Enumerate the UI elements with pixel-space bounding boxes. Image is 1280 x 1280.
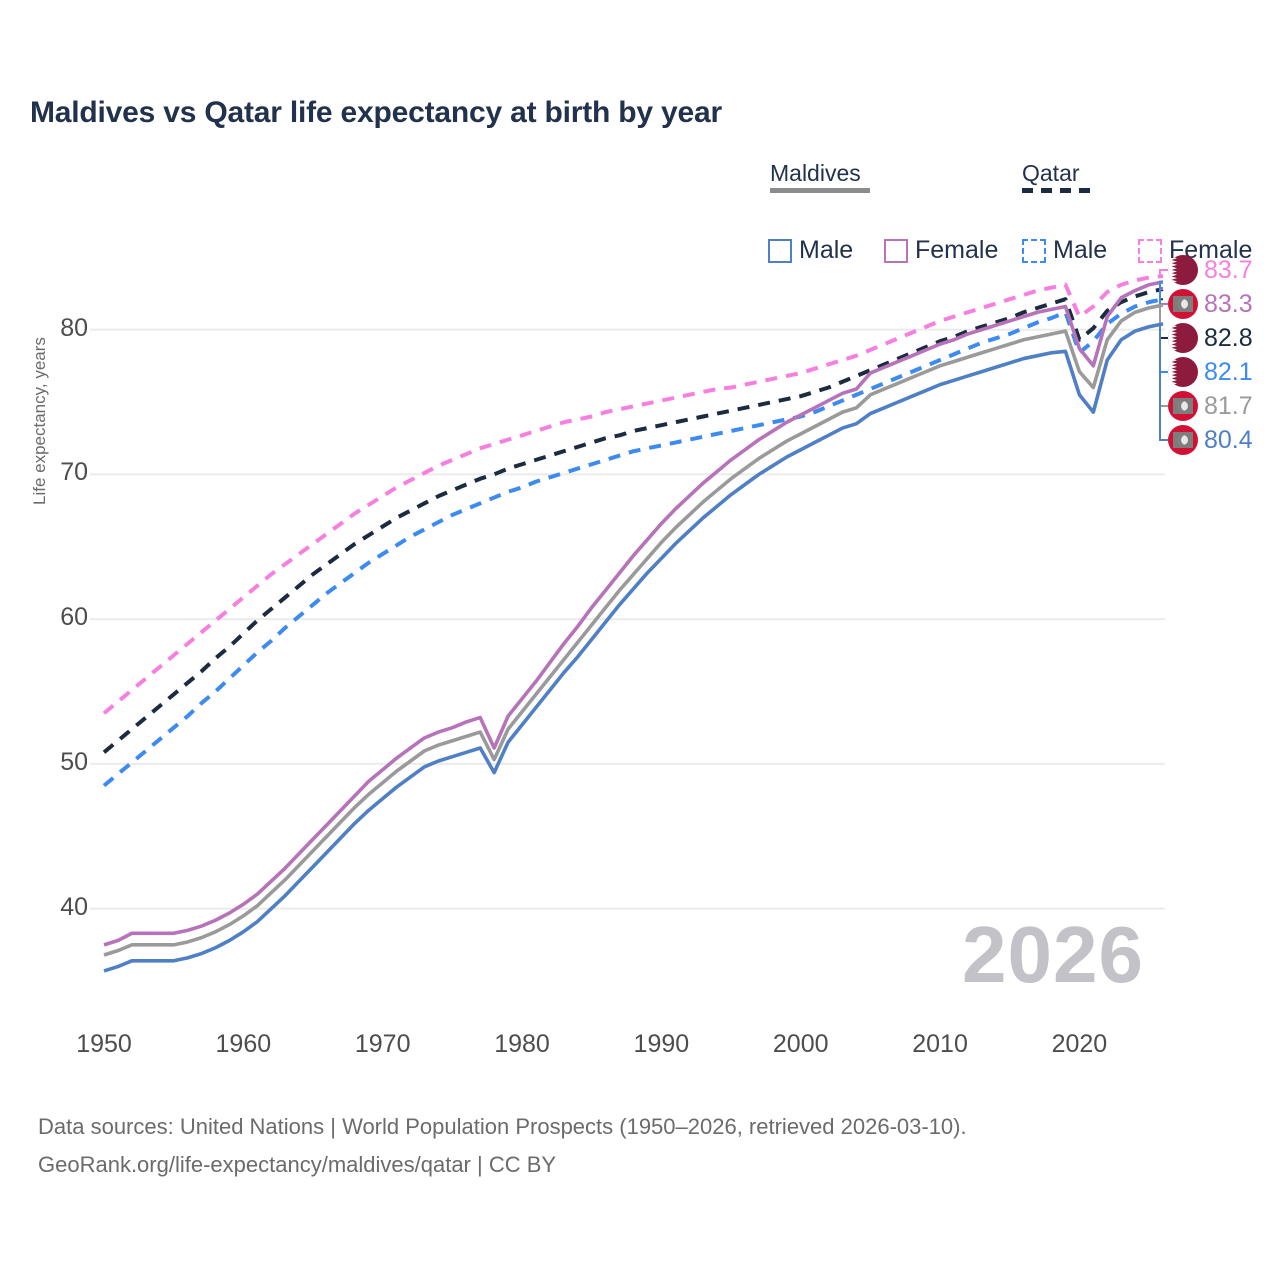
footer-line-2: GeoRank.org/life-expectancy/maldives/qat… xyxy=(38,1152,557,1177)
legend-dashed-rule xyxy=(1022,188,1092,193)
series-line xyxy=(102,274,1164,715)
y-axis-tick-label: 70 xyxy=(60,458,88,487)
series-line xyxy=(102,287,1164,754)
end-value-text: 82.1 xyxy=(1204,357,1253,386)
legend-item-maldives-male[interactable]: Male xyxy=(768,238,853,263)
end-value-row[interactable]: 83.7 xyxy=(1168,255,1253,285)
qatar-flag-icon xyxy=(1168,357,1198,387)
maldives-flag-icon xyxy=(1168,391,1198,421)
page-title: Maldives vs Qatar life expectancy at bir… xyxy=(30,96,722,129)
legend-item-maldives-female[interactable]: Female xyxy=(884,238,998,263)
legend-label-qatar-male: Male xyxy=(1053,236,1108,264)
end-value-row[interactable]: 81.7 xyxy=(1168,391,1253,421)
maldives-flag-icon xyxy=(1168,289,1198,319)
leader-line xyxy=(1159,280,1168,373)
year-watermark: 2026 xyxy=(962,910,1144,999)
end-value-row[interactable]: 82.1 xyxy=(1168,357,1253,387)
legend-items: Male Female Male Female xyxy=(0,194,1255,263)
x-axis-tick-label: 1990 xyxy=(633,1030,690,1058)
legend-label-maldives-female: Female xyxy=(915,236,999,264)
legend-group-maldives-label: Maldives xyxy=(770,160,861,186)
legend-swatch-qatar-male xyxy=(1022,238,1046,263)
legend-item-qatar-male[interactable]: Male xyxy=(1022,238,1107,263)
x-axis-tick-label: 1950 xyxy=(76,1030,132,1058)
legend-group-maldives: Maldives xyxy=(770,160,870,193)
legend: Maldives Qatar Male Female Male xyxy=(0,160,1255,263)
y-axis-tick-label: 50 xyxy=(60,747,88,776)
gridlines xyxy=(90,328,1165,910)
end-value-text: 80.4 xyxy=(1204,425,1253,454)
y-axis-tick-label: 40 xyxy=(60,892,88,921)
x-axis-tick-label: 2000 xyxy=(772,1030,829,1058)
end-value-row[interactable]: 82.8 xyxy=(1168,323,1253,353)
series-lines xyxy=(102,274,1164,973)
end-value-text: 83.3 xyxy=(1204,289,1253,318)
series-line xyxy=(102,297,1164,788)
end-value-text: 81.7 xyxy=(1204,391,1253,420)
legend-swatch-maldives-female xyxy=(884,238,908,263)
maldives-flag-icon xyxy=(1168,425,1198,455)
series-line xyxy=(103,280,1164,947)
y-axis-tick-label: 80 xyxy=(60,313,88,342)
legend-group-headings: Maldives Qatar xyxy=(0,160,1255,194)
leader-line xyxy=(1159,269,1168,278)
x-axis-tick-label: 2010 xyxy=(912,1030,968,1058)
qatar-flag-icon xyxy=(1168,255,1198,285)
leader-line xyxy=(1159,304,1168,407)
end-value-text: 82.8 xyxy=(1204,323,1253,352)
x-axis-tick-label: 1980 xyxy=(494,1030,550,1058)
leader-lines xyxy=(1159,269,1168,441)
series-line xyxy=(103,322,1164,973)
x-axis-tick-label: 1970 xyxy=(354,1030,411,1058)
legend-solid-rule xyxy=(770,188,870,193)
footer-line-1: Data sources: United Nations | World Pop… xyxy=(38,1114,967,1139)
legend-swatch-maldives-male xyxy=(768,238,792,263)
legend-swatch-qatar-female xyxy=(1138,238,1162,263)
x-axis-tick-label: 2020 xyxy=(1051,1030,1108,1058)
legend-group-qatar: Qatar xyxy=(1022,160,1092,193)
qatar-flag-icon xyxy=(1168,323,1198,353)
x-axis-tick-label: 1960 xyxy=(215,1030,272,1058)
y-axis-tick-label: 60 xyxy=(60,603,88,632)
end-value-text: 83.7 xyxy=(1204,255,1253,284)
legend-label-maldives-male: Male xyxy=(799,236,854,264)
legend-group-qatar-label: Qatar xyxy=(1022,160,1080,186)
end-value-row[interactable]: 83.3 xyxy=(1168,289,1253,319)
end-value-row[interactable]: 80.4 xyxy=(1168,425,1253,455)
series-line xyxy=(103,303,1164,957)
footer: Data sources: United Nations | World Pop… xyxy=(38,1108,967,1184)
leader-line xyxy=(1159,322,1168,441)
